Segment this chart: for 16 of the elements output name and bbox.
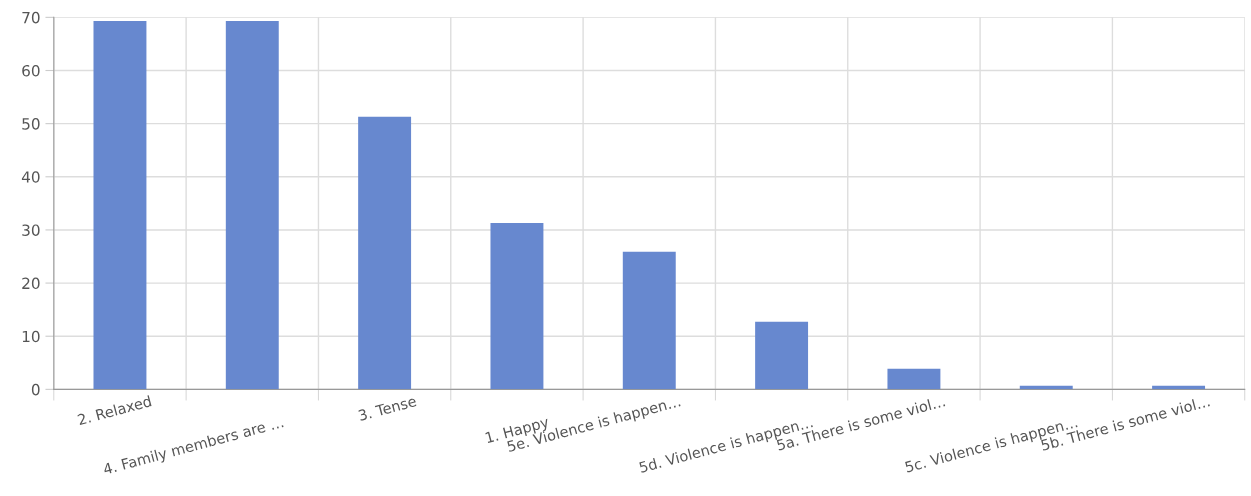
y-tick-label: 20 (22, 277, 40, 290)
y-tick-label: 0 (31, 383, 40, 396)
y-tick-label: 30 (22, 224, 40, 236)
y-tick-label: 10 (22, 330, 40, 343)
y-tick-label: 70 (22, 11, 40, 24)
bar (93, 21, 147, 390)
bar (490, 223, 544, 390)
bar (225, 21, 279, 390)
y-tick-label: 60 (22, 64, 40, 77)
bar (887, 368, 941, 390)
x-tick-label: 3. Tense (358, 395, 417, 421)
y-tick-label: 40 (21, 171, 40, 183)
y-tick-label: 50 (22, 118, 40, 130)
bar (358, 116, 412, 390)
bar (622, 251, 676, 390)
bar (755, 321, 809, 390)
